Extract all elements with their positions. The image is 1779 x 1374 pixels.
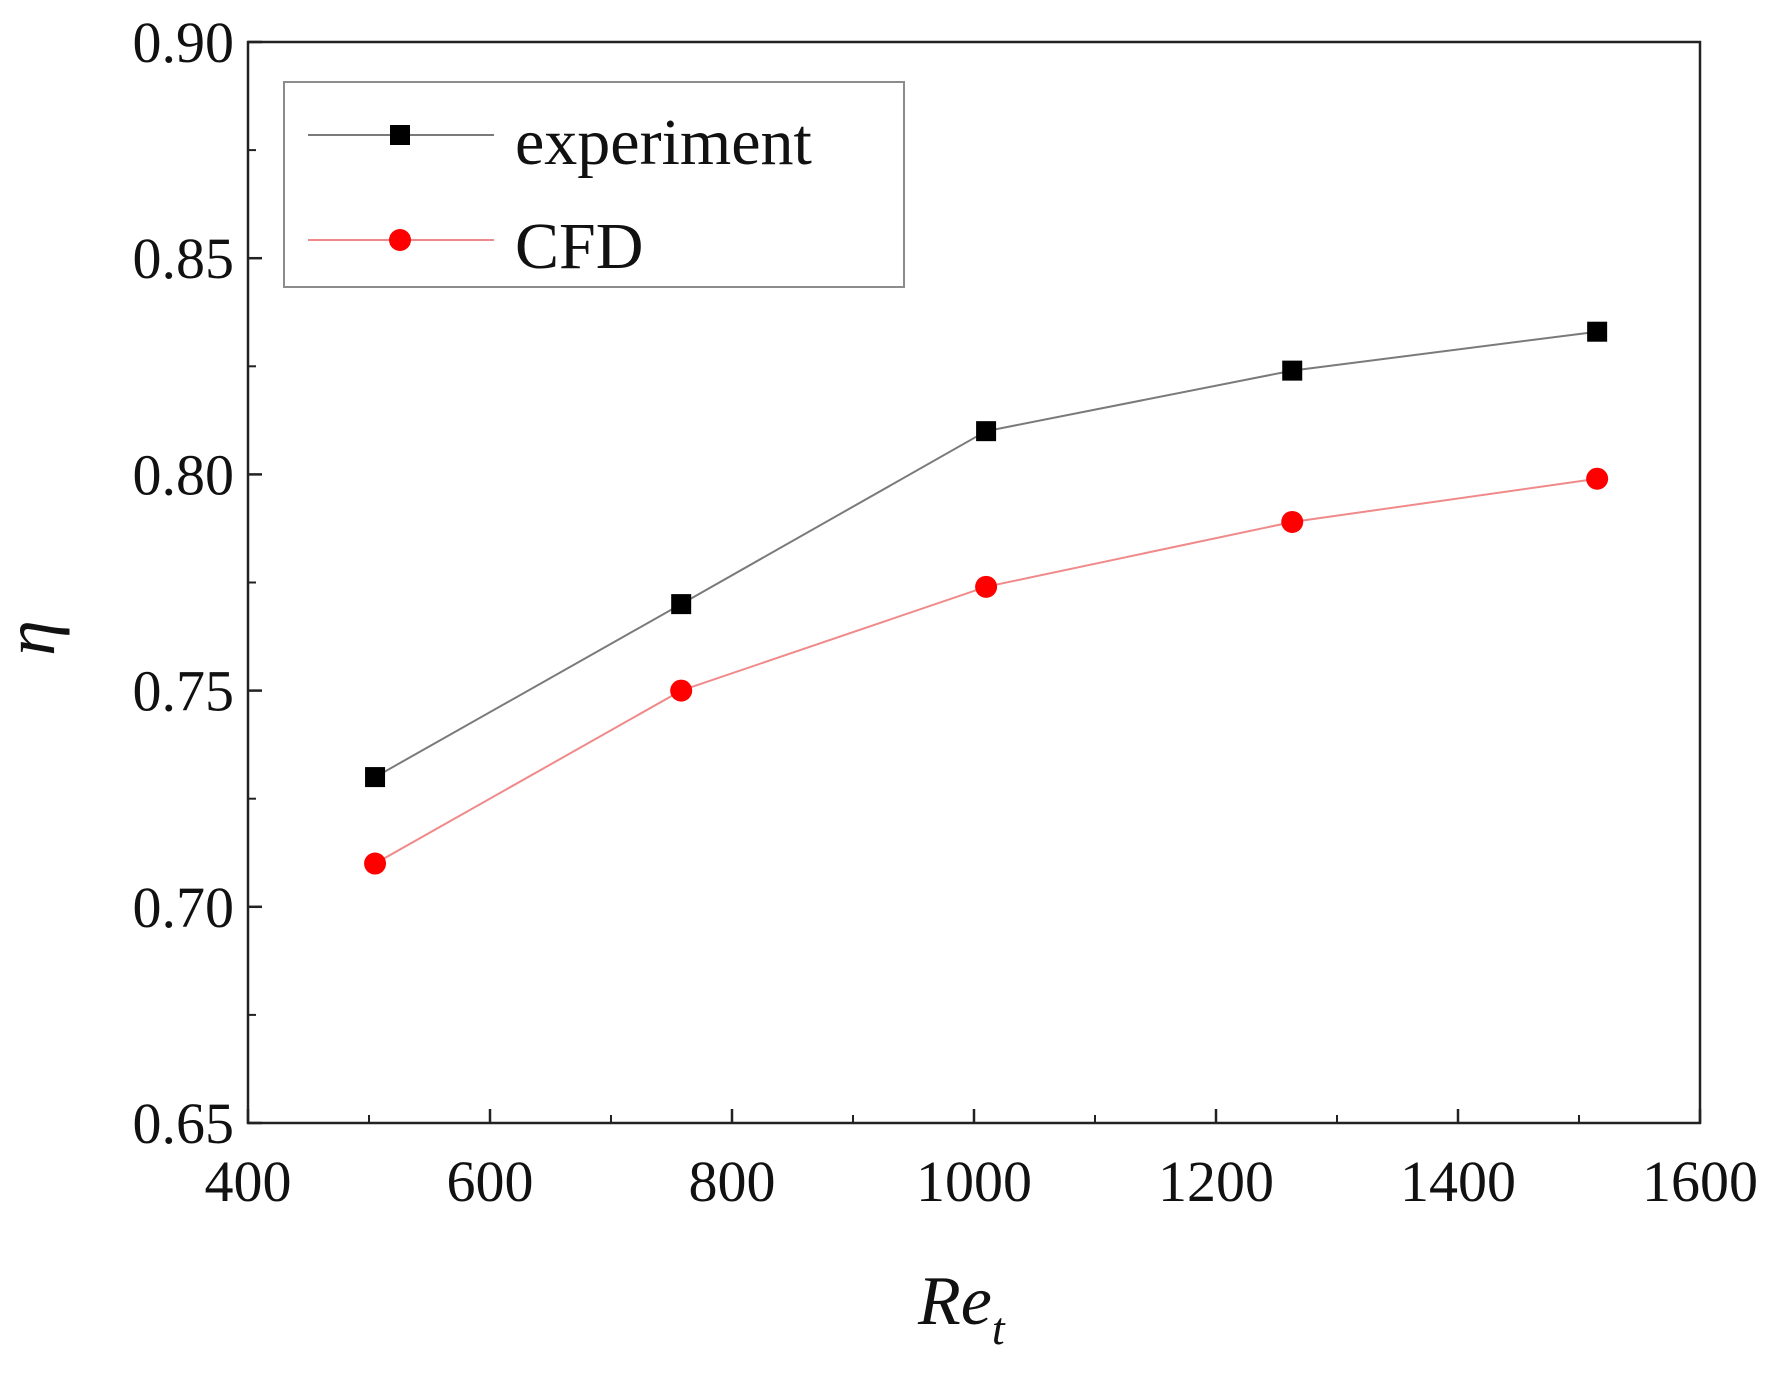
- legend-experiment-marker: [390, 125, 410, 145]
- x-tick-label: 1400: [1400, 1149, 1516, 1214]
- x-tick-label: 800: [689, 1149, 776, 1214]
- legend: experiment CFD: [283, 81, 905, 288]
- y-tick-label: 0.80: [133, 442, 235, 507]
- x-tick-label: 400: [205, 1149, 292, 1214]
- data-point-cfd: [670, 679, 693, 702]
- y-tick-label: 0.75: [133, 659, 235, 724]
- legend-box: [283, 81, 905, 288]
- x-axis-title-main: Re: [917, 1263, 992, 1340]
- x-axis-title: Ret: [917, 1263, 1006, 1354]
- data-point-cfd: [1586, 467, 1609, 490]
- x-tick-label: 600: [447, 1149, 534, 1214]
- y-tick-label: 0.65: [133, 1091, 235, 1156]
- y-tick-label: 0.90: [133, 10, 235, 75]
- y-axis-title: η: [0, 620, 70, 656]
- x-tick-label: 1600: [1642, 1149, 1758, 1214]
- x-tick-label: 1200: [1158, 1149, 1274, 1214]
- legend-experiment-label: experiment: [515, 106, 812, 179]
- data-point-experiment: [671, 594, 692, 615]
- series-layer: [364, 321, 1609, 875]
- data-point-experiment: [365, 767, 386, 788]
- data-point-cfd: [975, 575, 998, 598]
- tick-layer: 400 600 800 1000 1200 1400 1600 0.65 0.70 0.75 0.8…: [133, 10, 1759, 1214]
- data-point-experiment: [1282, 360, 1303, 381]
- data-point-cfd: [364, 852, 387, 875]
- y-tick-label: 0.85: [133, 226, 235, 291]
- legend-cfd-marker: [389, 229, 411, 251]
- data-point-experiment: [976, 421, 997, 442]
- legend-cfd-label: CFD: [515, 210, 643, 283]
- x-tick-label: 1000: [916, 1149, 1032, 1214]
- data-point-cfd: [1281, 510, 1304, 533]
- y-tick-label: 0.70: [133, 875, 235, 940]
- x-axis-title-subscript: t: [992, 1303, 1006, 1354]
- data-point-experiment: [1587, 321, 1608, 342]
